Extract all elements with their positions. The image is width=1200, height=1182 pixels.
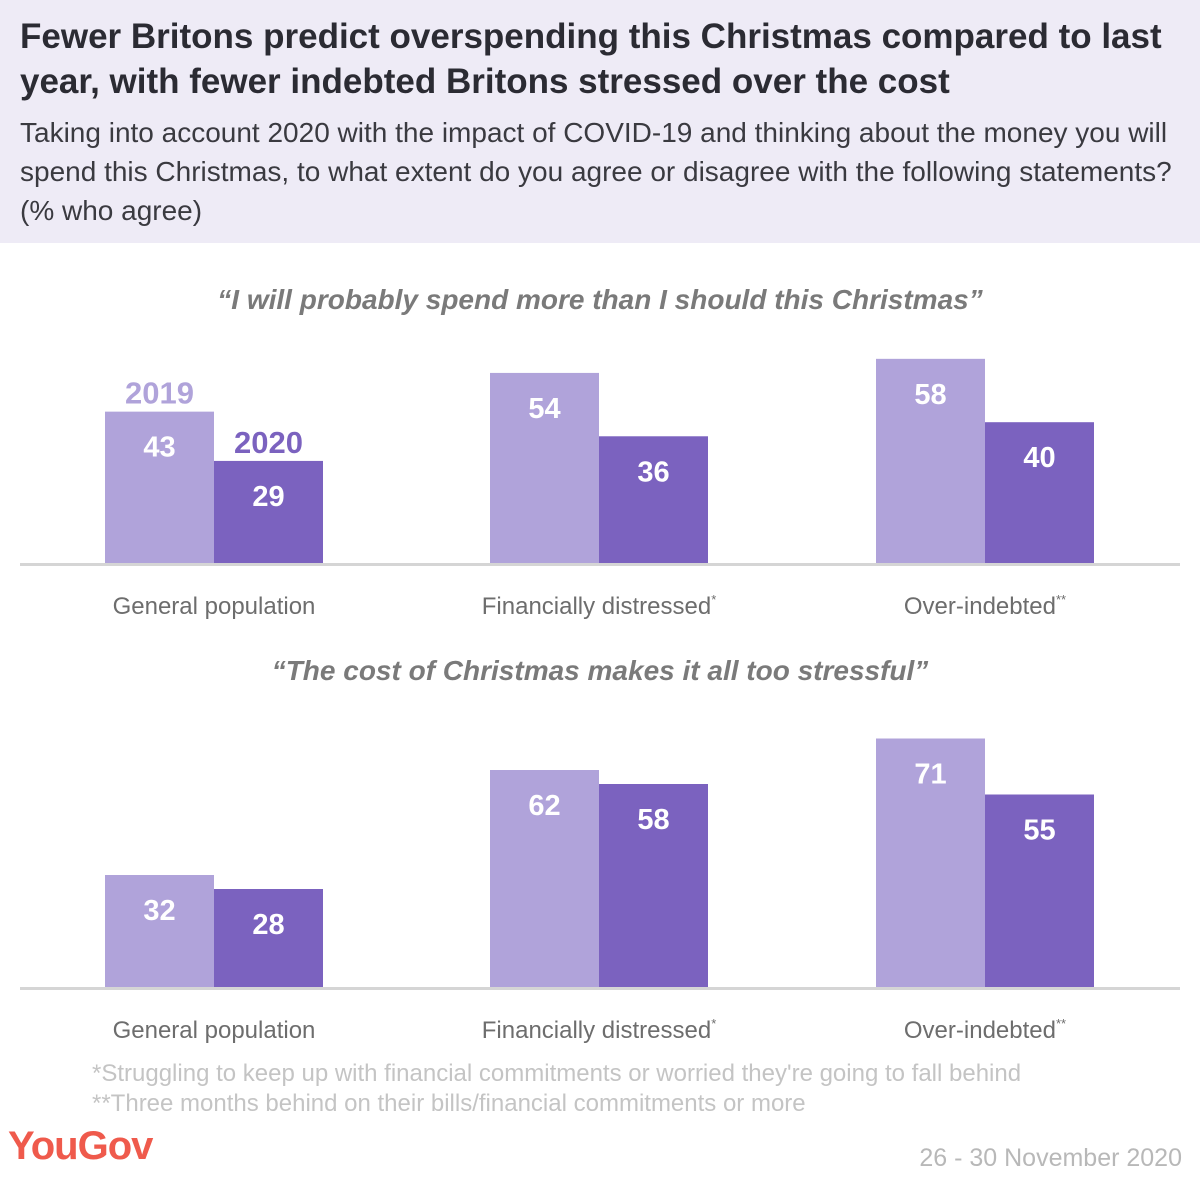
data-label-2020-2: 58 (637, 804, 669, 836)
x-axis-line (20, 563, 1180, 566)
legend-2020: 2020 (234, 425, 303, 460)
category-label-3: Over-indebted** (904, 592, 1066, 620)
data-label-2019-2: 62 (528, 790, 560, 822)
footnote-financially-distressed: *Struggling to keep up with financial co… (92, 1060, 1022, 1087)
header-panel: Fewer Britons predict overspending this … (0, 0, 1200, 243)
chart-stressful: 32 28 General population 62 58 Financially di… (20, 738, 1180, 1044)
bar-2020-2 (599, 784, 708, 987)
bar-2020-1 (214, 460, 323, 563)
bar-2019-3 (876, 738, 985, 987)
x-axis-line (20, 987, 1180, 990)
category-label-1: General population (113, 1017, 316, 1044)
category-label-1: General population (113, 593, 316, 620)
bar-2019-1 (105, 875, 214, 987)
chart-overspending: 43 29 General population 54 36 Financially di… (20, 358, 1180, 620)
yougov-logo: YouGov (8, 1124, 153, 1168)
bar-2020-2 (599, 436, 708, 563)
data-label-2019-3: 58 (914, 379, 946, 411)
chart-2-title: “The cost of Christmas makes it all too … (271, 655, 929, 686)
category-label-2: Financially distressed* (482, 1016, 717, 1044)
page-subtitle: Taking into account 2020 with the impact… (20, 117, 1172, 226)
category-label-2: Financially distressed* (482, 592, 717, 620)
bar-2020-1 (214, 889, 323, 987)
data-label-2020-3: 55 (1023, 815, 1055, 847)
data-label-2019-1: 32 (143, 895, 175, 927)
data-label-2019-2: 54 (528, 393, 560, 425)
page-title: Fewer Britons predict overspending this … (20, 17, 1162, 101)
bar-2019-1 (105, 411, 214, 563)
bar-2020-3 (985, 794, 1094, 987)
fieldwork-date: 26 - 30 November 2020 (919, 1144, 1182, 1172)
data-label-2020-2: 36 (637, 456, 669, 488)
footnote-over-indebted: **Three months behind on their bills/fin… (92, 1090, 806, 1117)
data-label-2020-1: 28 (252, 909, 284, 941)
data-label-2020-3: 40 (1023, 442, 1055, 474)
bar-2019-2 (490, 770, 599, 987)
category-label-3: Over-indebted** (904, 1016, 1066, 1044)
bar-2019-2 (490, 372, 599, 563)
data-label-2020-1: 29 (252, 481, 284, 513)
bar-2019-3 (876, 358, 985, 563)
chart-1-title: “I will probably spend more than I shoul… (217, 284, 983, 315)
data-label-2019-1: 43 (143, 432, 175, 464)
legend-2019: 2019 (125, 376, 194, 411)
data-label-2019-3: 71 (914, 759, 946, 791)
bar-2020-3 (985, 422, 1094, 563)
